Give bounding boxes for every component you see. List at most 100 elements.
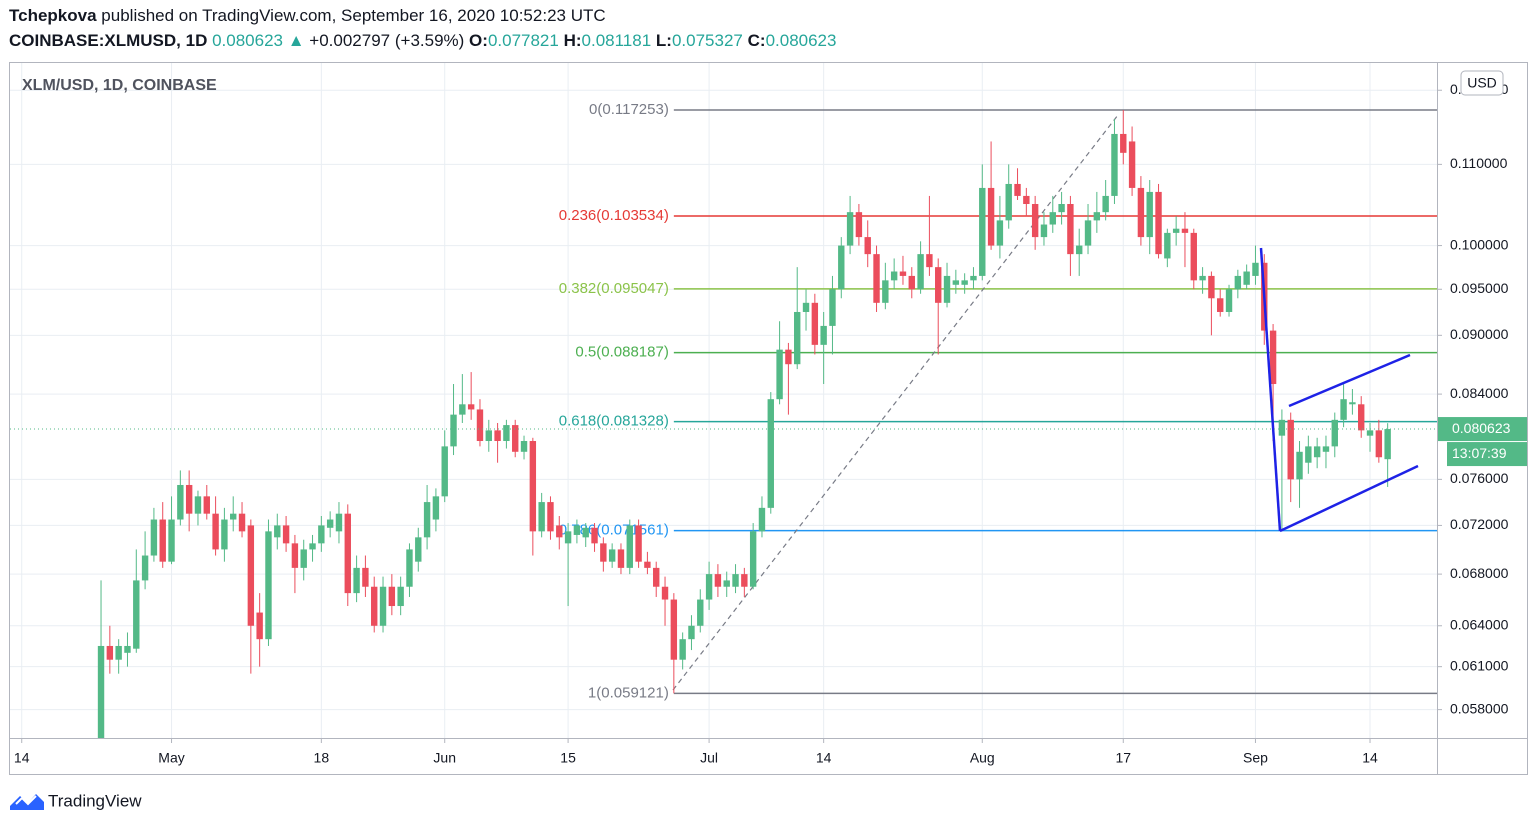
candle-body [943,275,951,303]
last-price-label: 0.080623 [1452,420,1511,436]
fib-level-label: 0(0.117253) [589,101,669,118]
candle-body [890,271,898,281]
candle-body [362,567,369,587]
candle-body [203,496,210,514]
last-price: 0.080623 [212,31,283,50]
candle-body [1040,224,1048,238]
candle-body [124,645,131,653]
candle-body [935,267,942,303]
high: 0.081181 [581,31,652,50]
candle-body [1120,133,1127,153]
candle-body [1146,191,1153,238]
candle-body [1287,419,1294,480]
pattern-drawing [1259,247,1419,533]
countdown-label: 13:07:39 [1452,445,1507,461]
candle-body [979,187,986,276]
fib-level-label: 0.618(0.081328) [559,413,669,430]
candle-body [961,280,968,285]
candle-body [1322,446,1330,452]
candle-body [141,555,149,581]
candle-body [688,625,695,640]
y-tick-label: 0.058000 [1450,700,1509,716]
fib-level-label: 1(0.059121) [588,684,669,701]
candle-body [291,543,299,568]
y-tick-label: 0.100000 [1450,236,1509,252]
candle-body [1234,275,1242,290]
candle-body [1076,245,1083,255]
candle-body [150,519,158,556]
candle-body [159,519,166,562]
candle-body [926,254,933,268]
chart-title: XLM/USD, 1D, COINBASE [22,77,217,94]
candle-body [556,525,563,538]
candles [97,109,1391,738]
candle-body [1349,402,1356,405]
countdown-box [1447,442,1527,467]
candle-body [873,254,880,303]
candle-body [379,586,387,626]
low: 0.075327 [671,31,743,50]
candle-body [459,404,466,415]
candle-body [1366,430,1374,436]
publish-line: Tchepkova published on TradingView.com, … [9,6,606,26]
candle-body [106,645,114,660]
candle-body [1084,220,1092,246]
currency-label[interactable]: USD [1467,75,1497,91]
candle-body [450,414,457,447]
chart-frame [9,62,1528,775]
axes: 0.058000 0.061000 0.064000 0.068000 0.072000… [14,81,1509,766]
currency-button[interactable] [1460,70,1504,96]
candle-body [1375,430,1383,458]
candle-body [1128,141,1136,188]
open: 0.077821 [487,31,559,50]
fib-level-label: 0.236(0.103534) [559,207,669,224]
x-tick-label: Jul [700,750,718,766]
candle-body [1199,275,1206,281]
candle-body [1190,232,1197,281]
candle-body [741,574,748,587]
candle-body [661,586,669,600]
candle-body [758,507,766,532]
author: Tchepkova [9,6,97,25]
candle-body [697,599,704,626]
candle-body [899,271,907,276]
candle-body [1208,275,1215,299]
change: +0.002797 (+3.59%) [309,31,465,50]
candle-body [344,513,351,594]
candle-body [785,349,792,365]
candle-body [520,441,528,452]
candle-body [829,289,836,326]
up-arrow: ▲ [287,31,305,50]
candle-body [1058,204,1065,213]
candle-body [749,531,757,587]
candle-body [908,275,915,290]
x-tick-label: 15 [560,750,576,766]
channel-lower [1279,464,1419,533]
candle-body [767,399,774,508]
last-price-box [1438,417,1527,442]
x-tick-label: 17 [1115,750,1131,766]
candle-body [415,537,422,562]
candle-body [133,580,140,649]
x-tick-label: May [158,750,184,766]
candle-body [256,612,263,640]
candle-body [529,441,537,532]
candle-body [970,275,977,281]
candle-body [238,513,246,532]
candle-body [732,574,739,587]
candle-body [679,639,686,660]
x-tick-label: Jun [433,750,456,766]
candle-body [635,525,642,562]
candle-body [1137,187,1145,238]
candle-body [582,527,589,538]
fib-level-label: 0.5(0.088187) [575,344,668,361]
candle-body [300,549,307,568]
candle-body [494,430,501,442]
fib-level-label: 0.382(0.095047) [559,280,669,297]
price-marker: 0.080623 13:07:39 [10,417,1527,467]
candle-body [608,549,616,562]
candle-body [996,220,1004,246]
candle-body [1340,399,1347,420]
o-label: O: [469,31,488,50]
x-tick-label: 18 [314,750,330,766]
